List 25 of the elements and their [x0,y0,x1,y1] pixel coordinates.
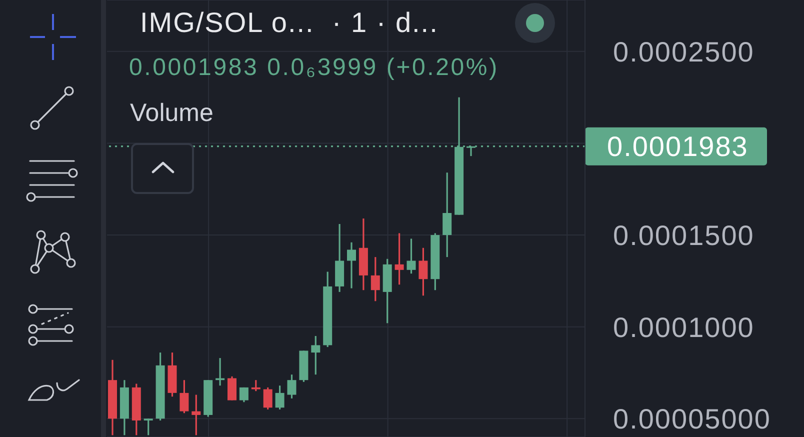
y-tick-label: 0.0001500 [613,220,754,251]
candlestick [370,256,380,302]
text: 0.0001983 0.0₆3999 (+0.20%) [129,53,499,83]
candlestick [442,172,452,258]
candlestick [239,386,248,403]
candlestick [275,384,284,410]
candlestick [263,386,272,410]
candlestick [180,379,189,414]
y-tick-label: 0.0002500 [613,36,754,68]
candlestick [418,247,428,296]
candlestick [144,418,153,436]
candlestick [311,335,320,376]
candlestick [228,376,236,402]
candlestick [406,238,416,274]
annotation: Volume [130,98,214,128]
candlestick [192,394,201,436]
y-tick-label: 0.0001000 [613,312,754,343]
candlestick [251,379,260,392]
ref-line-label: 0.0001983 [607,130,748,162]
candlestick [216,357,225,386]
y-tick-label: 0.00005000 [613,404,771,435]
chart-title: IMG/SOL o... · 1 · d... [140,6,438,40]
candlestick [394,232,404,286]
candlestick [287,374,296,400]
candlestick [347,242,356,290]
